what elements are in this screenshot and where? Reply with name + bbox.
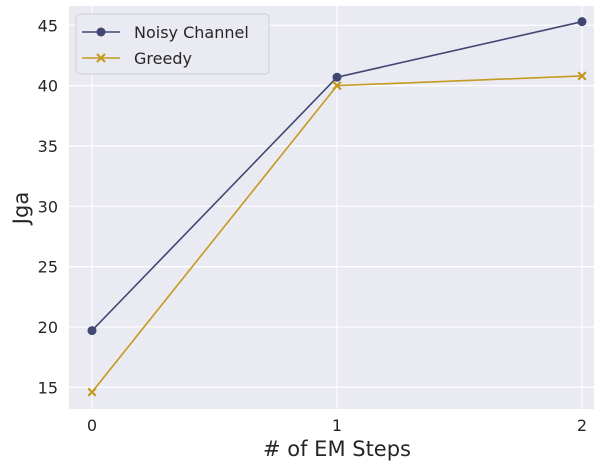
data-point-noisy-channel [577, 17, 587, 27]
legend-label-greedy: Greedy [134, 49, 192, 68]
legend-label-noisy-channel: Noisy Channel [134, 23, 249, 42]
y-axis-label: Jga [9, 192, 33, 226]
data-point-noisy-channel [87, 326, 97, 336]
legend: Noisy Channel Greedy [75, 13, 270, 75]
y-gridlines [69, 24, 594, 388]
legend-box [75, 13, 270, 75]
x-tick-label: 2 [577, 416, 587, 435]
x-tick-label: 1 [332, 416, 342, 435]
y-tick-labels: 15 20 25 30 35 40 45 [38, 16, 58, 397]
x-tick-label: 0 [87, 416, 97, 435]
y-tick-label: 25 [38, 258, 58, 277]
data-point-noisy-channel [332, 72, 342, 82]
data-point-greedy [577, 71, 587, 81]
y-tick-label: 40 [38, 77, 58, 96]
x-tick-labels: 0 1 2 [87, 416, 587, 435]
y-tick-label: 45 [38, 16, 58, 35]
series-layer [87, 17, 587, 397]
x-axis-label: # of EM Steps [263, 437, 411, 461]
data-point-greedy [87, 387, 97, 397]
legend-marker-noisy-channel [96, 27, 106, 37]
y-tick-label: 20 [38, 318, 58, 337]
y-tick-label: 35 [38, 137, 58, 156]
data-point-greedy [332, 81, 342, 91]
y-tick-label: 30 [38, 197, 58, 216]
y-tick-label: 15 [38, 378, 58, 397]
legend-marker-greedy [96, 53, 106, 63]
